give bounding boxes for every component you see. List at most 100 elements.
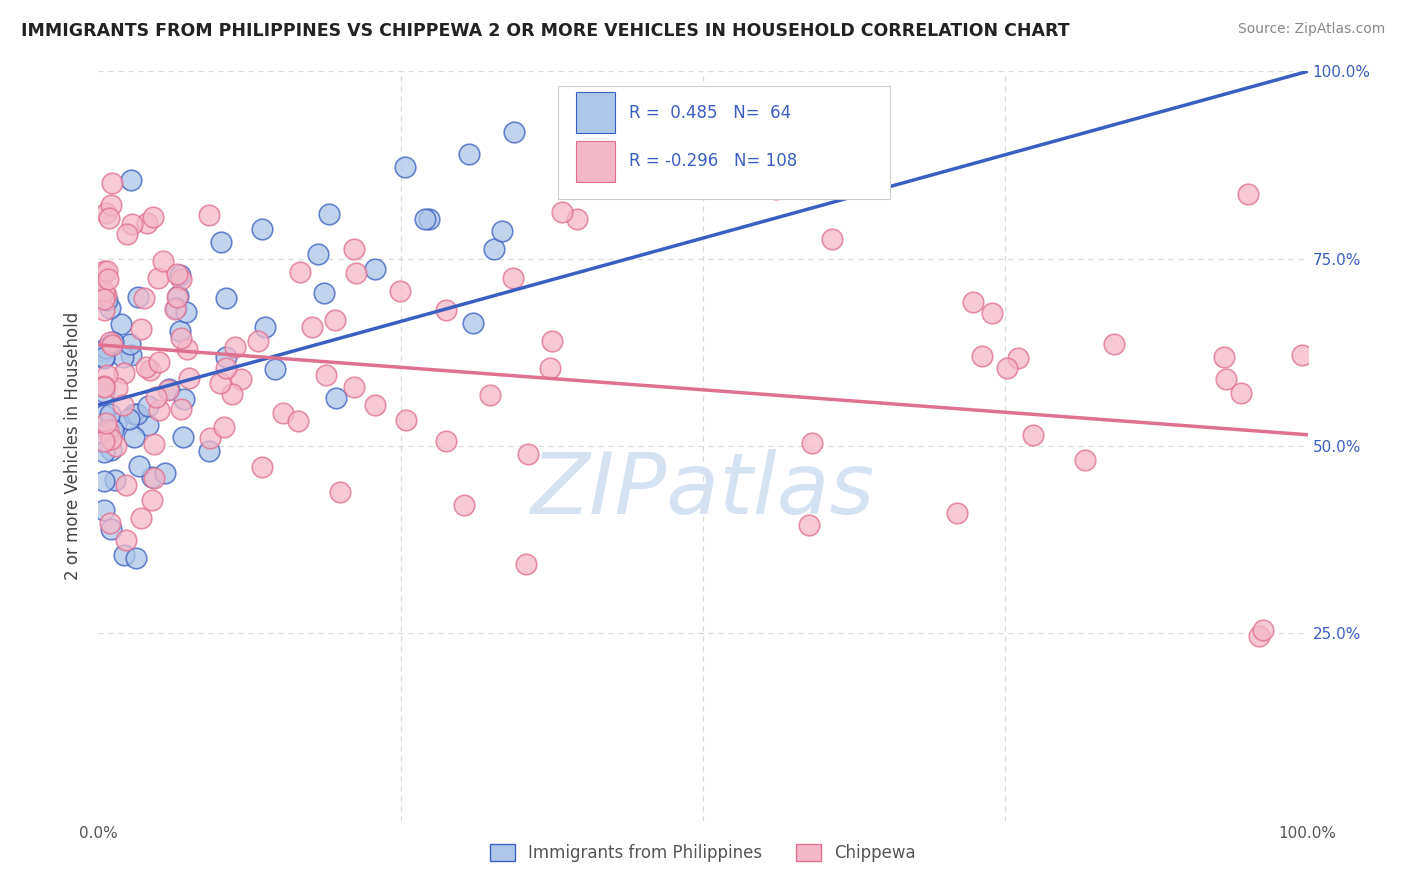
Point: [93, 445, 115, 459]
Point: [551, 204, 574, 219]
Point: [138, 418, 160, 433]
Point: [179, 371, 201, 385]
Point: [1102, 336, 1125, 351]
Point: [821, 232, 844, 246]
Point: [1230, 386, 1253, 401]
Point: [148, 402, 170, 417]
Point: [343, 379, 366, 393]
Point: [103, 423, 125, 437]
Point: [173, 392, 195, 406]
Point: [212, 419, 235, 434]
Point: [980, 306, 1002, 320]
Point: [111, 350, 134, 364]
Point: [287, 413, 309, 427]
Point: [135, 360, 157, 375]
Point: [112, 548, 135, 562]
Point: [434, 434, 457, 449]
Point: [121, 217, 143, 231]
Point: [328, 484, 350, 499]
Point: [1022, 428, 1045, 442]
Point: [100, 432, 122, 446]
Point: [165, 301, 187, 315]
Point: [112, 398, 135, 412]
Point: [142, 211, 165, 225]
Point: [363, 398, 385, 412]
Point: [132, 292, 155, 306]
Point: [165, 302, 187, 317]
Point: [101, 335, 124, 350]
Point: [457, 147, 479, 161]
Point: [797, 517, 820, 532]
Point: [415, 212, 437, 227]
Point: [124, 430, 146, 444]
Point: [125, 551, 148, 566]
Point: [136, 400, 159, 414]
Point: [127, 408, 149, 422]
Point: [461, 316, 484, 330]
Point: [100, 522, 122, 536]
Point: [995, 361, 1018, 376]
Point: [1291, 348, 1313, 362]
Point: [516, 447, 538, 461]
Point: [97, 271, 120, 285]
Point: [1007, 351, 1029, 365]
Point: [170, 401, 193, 416]
Point: [94, 205, 117, 219]
Point: [229, 372, 252, 386]
Point: [247, 334, 270, 349]
Point: [1213, 350, 1236, 364]
Text: Source: ZipAtlas.com: Source: ZipAtlas.com: [1237, 22, 1385, 37]
Point: [94, 341, 117, 355]
Point: [169, 268, 191, 282]
Point: [141, 470, 163, 484]
Point: [198, 208, 221, 222]
Point: [801, 435, 824, 450]
Point: [315, 368, 337, 382]
Text: R =  0.485   N=  64: R = 0.485 N= 64: [630, 103, 792, 121]
Point: [418, 212, 440, 227]
Point: [93, 264, 115, 278]
Point: [170, 331, 193, 345]
Point: [152, 254, 174, 268]
Point: [159, 382, 181, 396]
Legend: Immigrants from Philippines, Chippewa: Immigrants from Philippines, Chippewa: [484, 837, 922, 869]
Point: [143, 470, 166, 484]
Point: [96, 368, 118, 383]
Point: [765, 182, 787, 196]
Point: [434, 302, 457, 317]
Point: [145, 390, 167, 404]
FancyBboxPatch shape: [558, 87, 890, 199]
Point: [105, 381, 128, 395]
Point: [156, 383, 179, 397]
Point: [288, 265, 311, 279]
Point: [97, 211, 120, 225]
Point: [146, 270, 169, 285]
Point: [148, 355, 170, 369]
Point: [104, 439, 127, 453]
Point: [515, 557, 537, 571]
Point: [215, 291, 238, 305]
Point: [98, 407, 121, 421]
Point: [93, 434, 115, 448]
Point: [209, 376, 232, 390]
Point: [254, 319, 277, 334]
Text: IMMIGRANTS FROM PHILIPPINES VS CHIPPEWA 2 OR MORE VEHICLES IN HOUSEHOLD CORRELAT: IMMIGRANTS FROM PHILIPPINES VS CHIPPEWA …: [21, 22, 1070, 40]
Point: [946, 506, 969, 520]
Point: [98, 335, 121, 350]
Point: [167, 289, 190, 303]
Point: [93, 350, 115, 364]
Point: [482, 242, 505, 256]
Point: [314, 285, 336, 300]
Point: [110, 317, 132, 331]
Point: [169, 324, 191, 338]
Point: [491, 224, 513, 238]
Point: [540, 334, 562, 348]
Point: [141, 492, 163, 507]
Point: [343, 242, 366, 256]
Point: [325, 313, 347, 327]
Point: [363, 262, 385, 277]
Point: [115, 533, 138, 548]
Point: [221, 387, 243, 401]
Point: [394, 160, 416, 174]
Point: [215, 360, 238, 375]
